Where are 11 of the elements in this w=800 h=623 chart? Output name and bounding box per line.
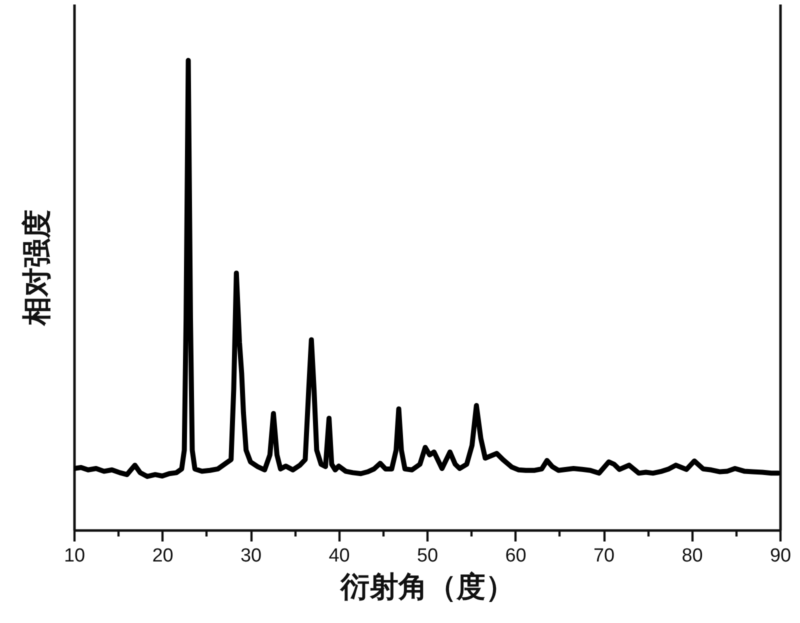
y-axis-title: 相对强度 [20, 210, 54, 326]
x-tick-label: 30 [240, 546, 262, 566]
x-tick-label: 20 [152, 546, 174, 566]
x-tick-label: 10 [64, 546, 86, 566]
x-tick-label: 80 [682, 546, 703, 566]
x-axis-title: 衍射角（度） [340, 570, 514, 604]
x-tick-label: 50 [416, 546, 438, 566]
x-tick-label: 40 [328, 546, 350, 566]
x-tick-label: 60 [505, 546, 526, 566]
x-tick-label: 70 [593, 546, 615, 566]
x-tick-label: 90 [770, 546, 792, 566]
